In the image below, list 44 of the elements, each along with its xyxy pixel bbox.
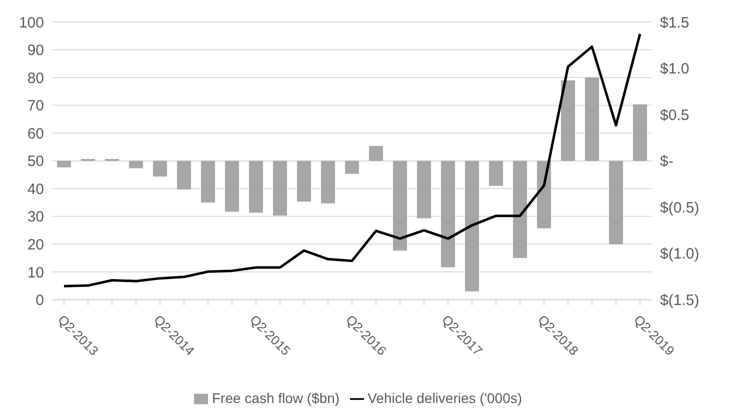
bar [153,160,167,177]
bar [249,160,263,213]
bar [177,160,191,190]
bar [465,160,479,292]
y2-tick-label: $1.0 [660,60,690,78]
y2-tick-label: $0.5 [660,106,690,124]
bar [129,160,143,168]
y-tick-label: 0 [36,292,44,310]
bar [441,160,455,268]
bar [297,160,311,202]
y-tick-label: 30 [27,208,44,226]
bar [369,146,383,161]
y-tick-label: 90 [27,42,44,60]
bar [561,80,575,161]
bar [537,160,551,228]
bar [633,104,647,161]
bar [393,160,407,251]
y-tick-label: 80 [27,70,44,87]
y2-tick-label: $(0.5) [660,199,700,216]
legend-label: Free cash flow ($bn) [212,390,340,406]
y2-tick-label: $(1.0) [660,246,700,263]
bar [57,160,71,168]
bar [585,78,599,161]
bar [345,160,359,174]
bar [225,160,239,212]
line-series [62,32,642,288]
y2-tick-label: $(1.5) [660,292,700,310]
y-tick-label: 100 [18,14,44,32]
bar [321,160,335,204]
legend-label: Vehicle deliveries ('000s) [368,390,522,406]
bar [489,160,503,186]
y-tick-label: 20 [27,236,44,254]
y2-tick-label: $1.5 [660,14,690,32]
y-tick-label: 60 [27,125,44,142]
bar [273,160,287,216]
y-tick-label: 10 [27,264,44,282]
y-tick-label: 70 [27,98,44,115]
bar [513,160,527,258]
bar [201,160,215,203]
bar [609,160,623,244]
y2-tick-label: $- [660,153,674,170]
y-tick-label: 50 [27,153,44,170]
bar [417,160,431,218]
y-tick-label: 40 [27,180,44,198]
